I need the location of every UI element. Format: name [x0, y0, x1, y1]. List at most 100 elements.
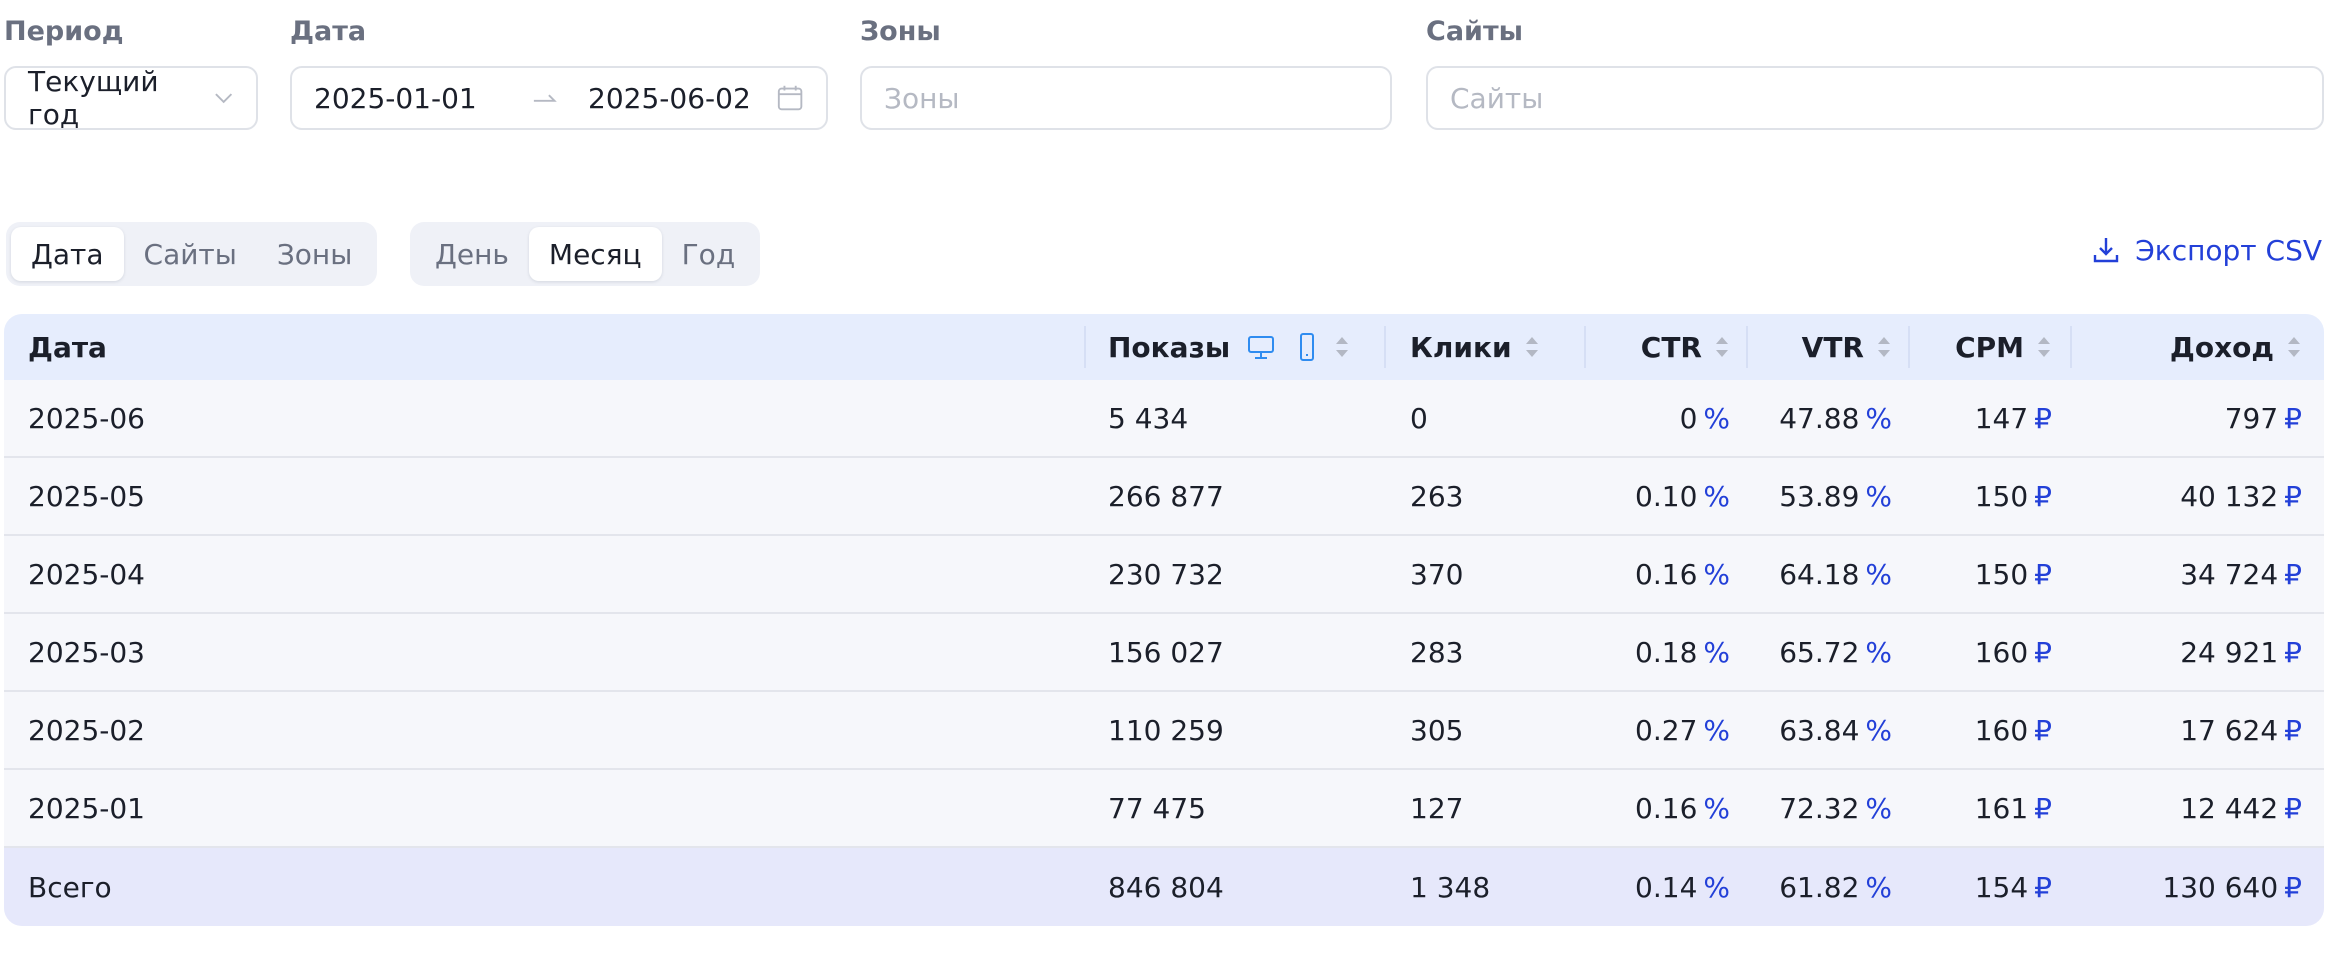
cell-shows: 77 475: [1108, 791, 1206, 825]
calendar-icon[interactable]: [776, 83, 804, 113]
cell-clicks: 0: [1410, 401, 1428, 435]
cell-date: 2025-02: [28, 713, 145, 747]
sort-icon[interactable]: [1334, 334, 1350, 360]
ruble-unit: ₽: [2284, 635, 2302, 669]
cell-vtr: 65.72%: [1779, 635, 1892, 669]
cell-date: 2025-01: [28, 791, 145, 825]
percent-unit: %: [1703, 557, 1730, 591]
period-select[interactable]: Текущий год: [4, 65, 258, 131]
percent-unit: %: [1703, 401, 1730, 435]
cell-clicks: 305: [1410, 713, 1464, 747]
table-row: 2025-04 230 732 370 0.16% 64.18% 150 ₽ 34…: [4, 536, 2324, 614]
col-separator: [1584, 326, 1586, 368]
cell-cpm: 147 ₽: [1974, 401, 2052, 435]
percent-unit: %: [1865, 479, 1892, 513]
tab-interval-year[interactable]: Год: [681, 237, 736, 271]
percent-unit: %: [1865, 557, 1892, 591]
cell-date: 2025-03: [28, 635, 145, 669]
cell-income: 40 132 ₽: [2180, 479, 2302, 513]
col-separator: [1908, 326, 1910, 368]
col-header-ctr[interactable]: CTR: [1594, 314, 1730, 380]
cell-income: 24 921 ₽: [2180, 635, 2302, 669]
cell-ctr: 0.27%: [1635, 713, 1730, 747]
table-row: 2025-01 77 475 127 0.16% 72.32% 161 ₽ 12 …: [4, 770, 2324, 848]
download-icon: [2094, 238, 2119, 263]
sort-icon[interactable]: [2036, 334, 2052, 360]
percent-unit: %: [1865, 635, 1892, 669]
col-header-vtr[interactable]: VTR: [1754, 314, 1892, 380]
sort-icon[interactable]: [1714, 334, 1730, 360]
cell-clicks: 1 348: [1410, 870, 1491, 904]
percent-unit: %: [1703, 791, 1730, 825]
cell-vtr: 53.89%: [1779, 479, 1892, 513]
cell-shows: 5 434: [1108, 401, 1189, 435]
percent-unit: %: [1703, 713, 1730, 747]
cell-income: 34 724 ₽: [2180, 557, 2302, 591]
export-csv-label: Экспорт CSV: [2135, 233, 2322, 267]
export-csv-button[interactable]: Экспорт CSV: [2091, 228, 2322, 272]
ruble-unit: ₽: [2034, 635, 2052, 669]
cell-clicks: 283: [1410, 635, 1464, 669]
tab-interval-day[interactable]: День: [435, 237, 509, 271]
group-by-tabs: Дата Сайты Зоны: [6, 222, 378, 286]
cell-vtr: 72.32%: [1779, 791, 1892, 825]
col-header-shows[interactable]: Показы: [1108, 314, 1388, 380]
table-row: 2025-06 5 434 0 0% 47.88% 147 ₽ 797 ₽: [4, 380, 2324, 458]
cell-ctr: 0.10%: [1635, 479, 1730, 513]
ruble-unit: ₽: [2034, 870, 2052, 904]
cell-ctr: 0.16%: [1635, 791, 1730, 825]
percent-unit: %: [1703, 870, 1730, 904]
sort-icon[interactable]: [1524, 334, 1540, 360]
ruble-unit: ₽: [2034, 479, 2052, 513]
ruble-unit: ₽: [2284, 557, 2302, 591]
cell-cpm: 160 ₽: [1974, 713, 2052, 747]
table-row: 2025-03 156 027 283 0.18% 65.72% 160 ₽ 24…: [4, 614, 2324, 692]
sort-icon[interactable]: [1876, 334, 1892, 360]
mobile-icon[interactable]: [1292, 332, 1322, 362]
sites-input[interactable]: Сайты: [1426, 66, 2324, 130]
zones-input[interactable]: Зоны: [860, 66, 1392, 130]
col-separator: [2070, 326, 2072, 368]
desktop-icon[interactable]: [1246, 332, 1276, 362]
cell-income: 130 640 ₽: [2162, 870, 2302, 904]
interval-tabs: День Месяц Год: [410, 222, 761, 286]
date-from-input[interactable]: 2025-01-01: [314, 81, 477, 115]
percent-unit: %: [1865, 401, 1892, 435]
col-header-clicks[interactable]: Клики: [1410, 314, 1590, 380]
col-header-cpm[interactable]: CPM: [1916, 314, 2052, 380]
date-range-picker[interactable]: 2025-01-01 2025-06-02: [290, 66, 828, 130]
cell-shows: 156 027: [1108, 635, 1224, 669]
col-header-date[interactable]: Дата: [28, 330, 107, 364]
col-separator: [1384, 326, 1386, 368]
table-row: 2025-02 110 259 305 0.27% 63.84% 160 ₽ 17…: [4, 692, 2324, 770]
tab-interval-month[interactable]: Месяц: [528, 227, 662, 281]
cell-ctr: 0%: [1679, 401, 1730, 435]
col-header-income[interactable]: Доход: [2076, 314, 2302, 380]
table-body: 2025-06 5 434 0 0% 47.88% 147 ₽ 797 ₽ 2025…: [4, 380, 2324, 926]
cell-ctr: 0.14%: [1635, 870, 1730, 904]
zones-placeholder: Зоны: [884, 81, 960, 115]
table-header: Дата Показы Клики: [4, 314, 2324, 380]
period-label: Период: [4, 16, 124, 47]
cell-clicks: 263: [1410, 479, 1464, 513]
chevron-down-icon: [214, 93, 232, 104]
col-separator: [1084, 326, 1086, 368]
cell-shows: 110 259: [1108, 713, 1224, 747]
percent-unit: %: [1865, 713, 1892, 747]
cell-cpm: 160 ₽: [1974, 635, 2052, 669]
cell-shows: 230 732: [1108, 557, 1224, 591]
tab-group-sites[interactable]: Сайты: [143, 237, 237, 271]
table-total-row: Всего 846 804 1 348 0.14% 61.82% 154 ₽ 13…: [4, 848, 2324, 926]
sort-icon[interactable]: [2286, 334, 2302, 360]
sites-label: Сайты: [1426, 16, 1524, 47]
ruble-unit: ₽: [2034, 713, 2052, 747]
date-to-input[interactable]: 2025-06-02: [588, 81, 751, 115]
ruble-unit: ₽: [2034, 401, 2052, 435]
ruble-unit: ₽: [2284, 870, 2302, 904]
cell-income: 17 624 ₽: [2180, 713, 2302, 747]
cell-cpm: 150 ₽: [1974, 479, 2052, 513]
tab-group-zones[interactable]: Зоны: [276, 237, 353, 271]
cell-clicks: 370: [1410, 557, 1464, 591]
tab-group-date[interactable]: Дата: [11, 227, 124, 281]
ruble-unit: ₽: [2284, 713, 2302, 747]
